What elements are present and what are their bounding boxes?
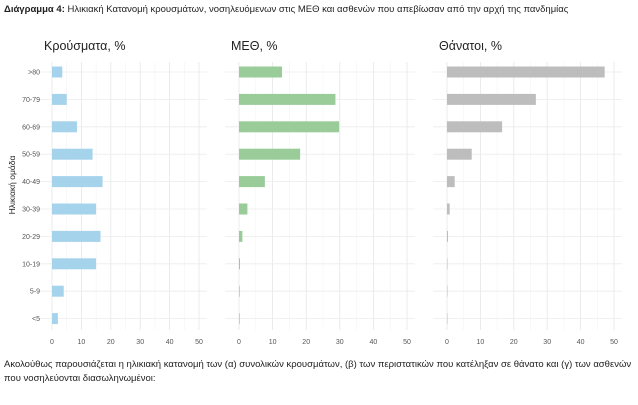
y-tick-label: >80 (28, 70, 40, 77)
x-tick-label: 40 (370, 339, 378, 346)
bar-10-19 (52, 258, 97, 270)
bar-<5 (239, 313, 240, 325)
bar-30-39 (52, 203, 97, 215)
bar->80 (447, 66, 605, 78)
y-axis-label: Ηλικιακή ομάδα (7, 155, 17, 214)
bar-60-69 (447, 121, 503, 133)
footer-text: Ακολούθως παρουσιάζεται η ηλικιακή καταν… (4, 359, 632, 384)
y-tick-label: 70-79 (22, 97, 40, 104)
chart-area: Ηλικιακή ομάδα Κρούσματα, % 0 10 20 30 40 50 ΜΕ… (7, 39, 622, 346)
y-tick-label: 30-39 (22, 207, 40, 214)
bar-70-79 (52, 93, 67, 105)
y-tick-label: 10-19 (22, 261, 40, 268)
bar-30-39 (239, 203, 248, 215)
y-tick-label: 5-9 (30, 289, 40, 296)
x-tick-label: 0 (50, 339, 54, 346)
bar->80 (52, 66, 63, 78)
bar-40-49 (52, 176, 103, 188)
x-tick-label: 50 (403, 339, 411, 346)
bar->80 (239, 66, 283, 78)
y-tick-label: 20-29 (22, 234, 40, 241)
x-tick-label: 10 (477, 339, 485, 346)
x-tick-label: 40 (577, 339, 585, 346)
x-tick-label: 20 (302, 339, 310, 346)
bar-5-9 (52, 285, 64, 297)
x-tick-label: 10 (78, 339, 86, 346)
y-tick-label: <5 (32, 316, 40, 323)
panel-title-2: Θάνατοι, % (439, 39, 502, 53)
bar-60-69 (52, 121, 77, 133)
bar-70-79 (447, 93, 536, 105)
bar-50-59 (447, 148, 472, 160)
bar-20-29 (239, 230, 243, 242)
y-tick-label: 40-49 (22, 179, 40, 186)
x-tick-label: 20 (107, 339, 115, 346)
bar-50-59 (239, 148, 301, 160)
x-tick-label: 50 (195, 339, 203, 346)
bar-60-69 (239, 121, 340, 133)
x-tick-label: 30 (136, 339, 144, 346)
x-tick-label: 40 (166, 339, 174, 346)
bar-40-49 (239, 176, 265, 188)
bar-10-19 (239, 258, 241, 270)
caption-label: Διάγραμμα 4: (4, 4, 65, 15)
bar-70-79 (239, 93, 336, 105)
x-tick-label: 30 (543, 339, 551, 346)
x-tick-label: 50 (610, 339, 618, 346)
bar-40-49 (447, 176, 455, 188)
x-tick-label: 20 (510, 339, 518, 346)
x-tick-label: 10 (269, 339, 277, 346)
panel-title-1: ΜΕΘ, % (231, 39, 278, 53)
y-tick-label: 50-59 (22, 152, 40, 159)
bar-50-59 (52, 148, 93, 160)
bar-10-19 (447, 258, 448, 270)
bar-30-39 (447, 203, 450, 215)
bar-<5 (447, 313, 448, 325)
panel-title-0: Κρούσματα, % (44, 39, 125, 53)
y-tick-label: 60-69 (22, 124, 40, 131)
x-tick-label: 0 (445, 339, 449, 346)
bar-<5 (52, 313, 58, 325)
bar-20-29 (447, 230, 449, 242)
bar-5-9 (239, 285, 240, 297)
x-tick-label: 30 (336, 339, 344, 346)
figure-caption: Διάγραμμα 4: Ηλικιακή Κατανομή κρουσμάτω… (4, 4, 568, 15)
bar-20-29 (52, 230, 101, 242)
caption-text: Ηλικιακή Κατανομή κρουσμάτων, νοσηλευόμε… (67, 4, 569, 15)
bar-5-9 (447, 285, 448, 297)
x-tick-label: 0 (237, 339, 241, 346)
